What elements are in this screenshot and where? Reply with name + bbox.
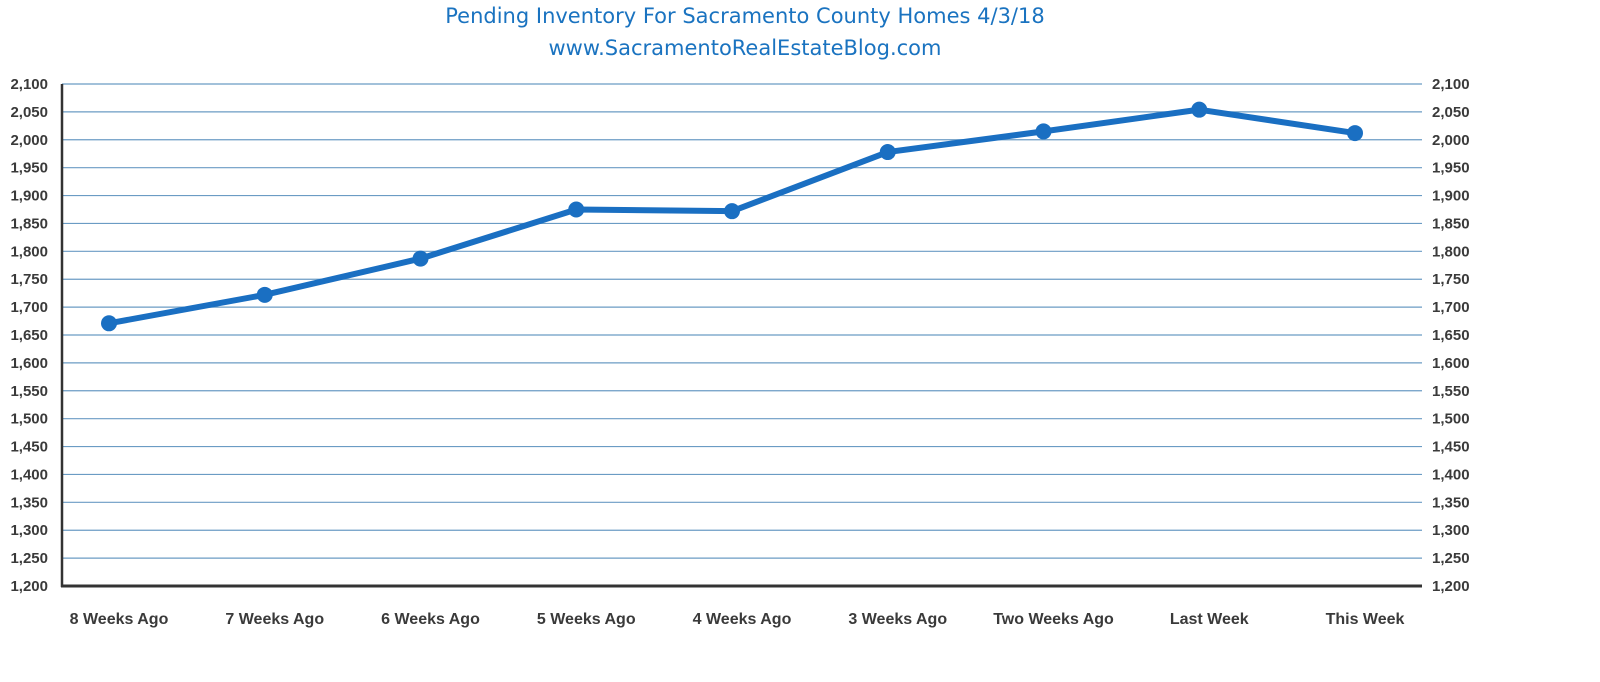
y-tick-label-left: 1,450 <box>10 439 48 456</box>
x-category-label: Two Weeks Ago <box>993 611 1114 628</box>
y-tick-label-right: 1,600 <box>1432 355 1470 372</box>
data-point <box>412 250 429 267</box>
data-point <box>724 203 740 220</box>
y-tick-label-left: 1,400 <box>10 466 48 483</box>
y-tick-label-right: 1,200 <box>1432 578 1470 595</box>
y-tick-label-left: 1,600 <box>10 355 48 372</box>
y-tick-label-right: 1,800 <box>1432 243 1470 260</box>
data-point <box>1035 123 1052 140</box>
right-y-axis-ticks: 1,200 1,250 1,300 1,350 1,400 1,450 1,500 1,550… <box>1432 76 1470 595</box>
y-tick-label-right: 1,350 <box>1432 494 1470 511</box>
y-tick-label-right: 2,000 <box>1432 132 1470 149</box>
x-category-label: 4 Weeks Ago <box>693 611 792 628</box>
y-tick-label-left: 1,750 <box>10 271 48 288</box>
chart-subtitle: www.SacramentoRealEstateBlog.com <box>548 36 942 60</box>
axes <box>60 84 1422 588</box>
y-tick-label-right: 1,900 <box>1432 188 1470 205</box>
data-point <box>1347 125 1363 142</box>
y-tick-label-right: 1,300 <box>1432 522 1470 539</box>
y-tick-label-left: 1,200 <box>10 578 48 595</box>
y-tick-label-left: 2,100 <box>10 76 48 93</box>
y-tick-label-right: 1,500 <box>1432 411 1470 428</box>
y-tick-label-left: 2,050 <box>10 104 48 121</box>
y-tick-label-left: 1,500 <box>10 411 48 428</box>
y-tick-label-right: 1,650 <box>1432 327 1470 344</box>
series-points <box>101 101 1363 332</box>
y-tick-label-right: 1,750 <box>1432 271 1470 288</box>
data-point <box>1191 101 1208 118</box>
x-category-label: Last Week <box>1170 611 1249 628</box>
y-tick-label-right: 1,550 <box>1432 383 1470 400</box>
y-tick-label-left: 1,850 <box>10 215 48 232</box>
y-tick-label-left: 1,550 <box>10 383 48 400</box>
y-tick-label-right: 2,100 <box>1432 76 1470 93</box>
data-point <box>256 286 273 303</box>
y-tick-label-left: 1,300 <box>10 522 48 539</box>
y-tick-label-left: 1,900 <box>10 188 48 205</box>
y-tick-label-right: 2,050 <box>1432 104 1470 121</box>
x-category-label: 7 Weeks Ago <box>225 611 324 628</box>
x-category-label: This Week <box>1326 611 1405 628</box>
data-point <box>879 144 896 161</box>
y-tick-label-right: 1,450 <box>1432 439 1470 456</box>
x-category-label: 6 Weeks Ago <box>381 611 480 628</box>
y-tick-label-right: 1,700 <box>1432 299 1470 316</box>
y-tick-label-right: 1,250 <box>1432 550 1470 567</box>
y-tick-label-left: 1,350 <box>10 494 48 511</box>
left-y-axis-ticks: 1,200 1,250 1,300 1,350 1,400 1,450 1,500 1,550… <box>10 76 48 595</box>
y-tick-label-right: 1,950 <box>1432 160 1470 177</box>
data-point <box>568 201 585 218</box>
gridlines <box>62 83 1422 559</box>
x-category-label: 8 Weeks Ago <box>70 611 169 628</box>
y-tick-label-left: 1,700 <box>10 299 48 316</box>
x-category-label: 5 Weeks Ago <box>537 611 636 628</box>
data-point <box>101 315 117 332</box>
y-tick-label-right: 1,850 <box>1432 215 1470 232</box>
chart-title: Pending Inventory For Sacramento County … <box>445 4 1045 28</box>
chart-title-block: Pending Inventory For Sacramento County … <box>0 0 1490 64</box>
y-tick-label-left: 1,650 <box>10 327 48 344</box>
x-category-label: 3 Weeks Ago <box>848 611 947 628</box>
y-tick-label-left: 1,250 <box>10 550 48 567</box>
y-tick-label-left: 1,800 <box>10 243 48 260</box>
y-tick-label-left: 1,950 <box>10 160 48 177</box>
y-tick-label-left: 2,000 <box>10 132 48 149</box>
y-tick-label-right: 1,400 <box>1432 466 1470 483</box>
x-axis-categories: 8 Weeks Ago 7 Weeks Ago 6 Weeks Ago 5 Weeks… <box>70 611 1405 628</box>
